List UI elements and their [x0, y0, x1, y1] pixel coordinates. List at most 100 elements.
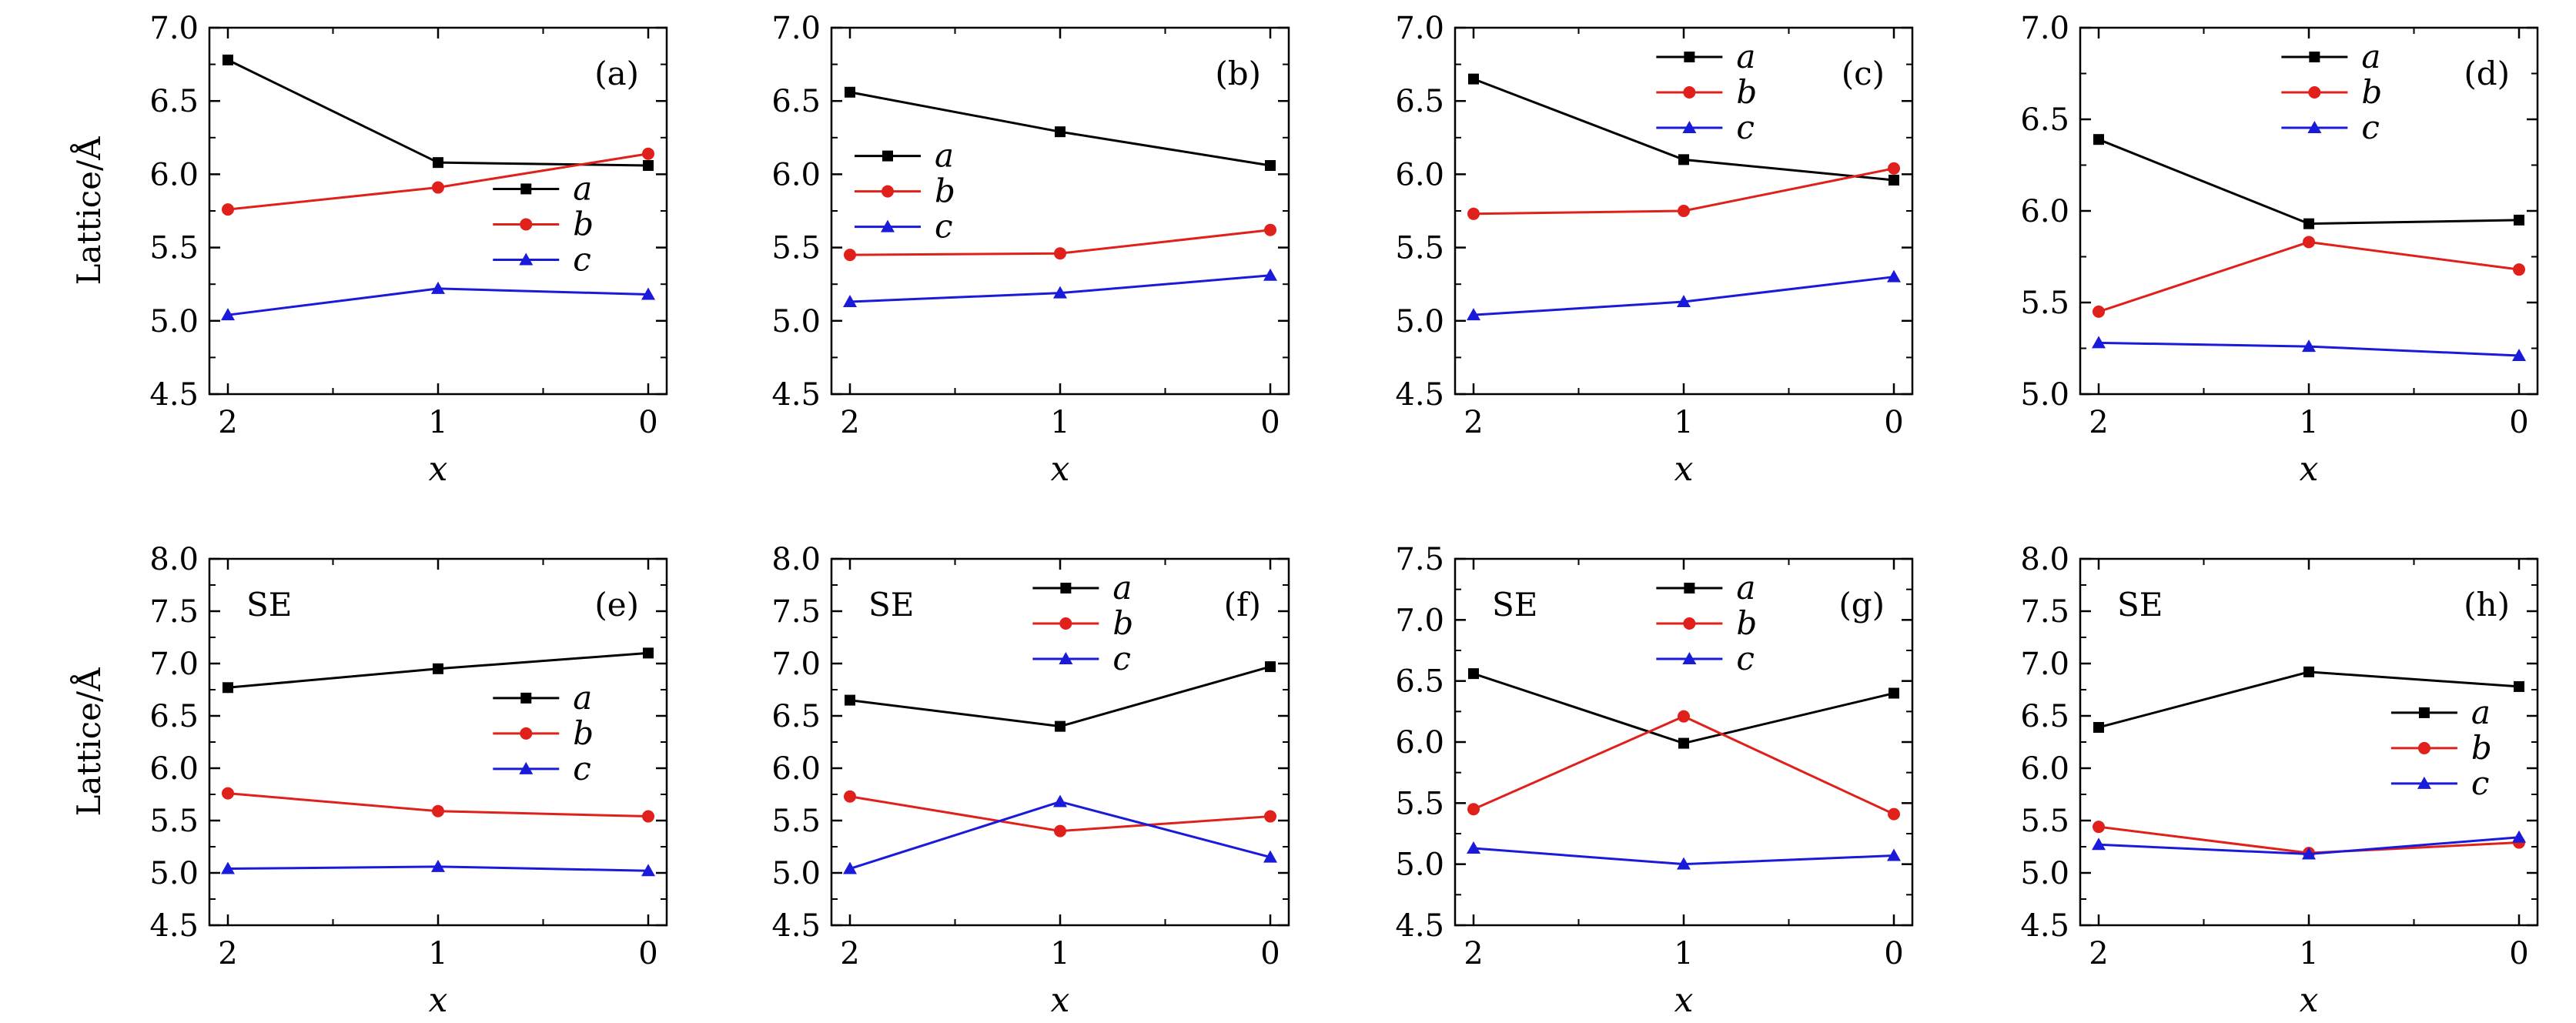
- panel-g: 4.5 5.0 5.5 6.0 6.5 7.0 7.5 2 1 0 x (g) SE abc: [1395, 542, 1914, 1020]
- marker-circle: [2417, 741, 2430, 754]
- y-tick-label: 6.0: [1395, 157, 1444, 192]
- x-axis-title: x: [1051, 450, 1070, 489]
- marker-square: [2309, 52, 2320, 62]
- legend-label-a: a: [1736, 38, 1755, 75]
- x-tick-label: 2: [840, 405, 859, 440]
- legend-label-c: c: [1112, 640, 1131, 677]
- marker-circle: [2513, 263, 2525, 276]
- marker-triangle: [843, 861, 857, 874]
- legend-label-c: c: [935, 208, 953, 246]
- legend: abc: [1656, 569, 1757, 677]
- marker-square: [2514, 680, 2524, 692]
- marker-circle: [844, 790, 856, 803]
- y-tick-label: 6.0: [2020, 194, 2069, 229]
- x-axis-title: x: [429, 450, 448, 489]
- marker-circle: [2093, 821, 2105, 834]
- marker-triangle: [2092, 336, 2106, 349]
- marker-triangle: [431, 859, 445, 872]
- panel-note: SE: [1492, 586, 1537, 623]
- marker-triangle: [431, 281, 445, 294]
- marker-square: [1060, 583, 1072, 593]
- y-axis-title: Lattice/Å: [69, 667, 108, 817]
- series-a: [222, 647, 654, 694]
- panel-label: (g): [1838, 586, 1885, 623]
- marker-circle: [432, 804, 444, 817]
- marker-triangle: [221, 861, 235, 874]
- marker-circle: [1888, 162, 1900, 175]
- x-tick-label: 2: [1464, 405, 1483, 440]
- y-tick-label: 5.5: [771, 231, 821, 266]
- x-tick-label: 2: [218, 405, 237, 440]
- series-c: [843, 794, 1277, 874]
- y-tick-label: 5.0: [771, 856, 821, 891]
- marker-triangle: [1677, 857, 1691, 870]
- legend-label-a: a: [573, 679, 592, 717]
- panel-note: SE: [868, 586, 914, 623]
- marker-square: [520, 183, 532, 195]
- y-tick-label: 6.0: [1395, 725, 1444, 761]
- legend: abc: [2281, 38, 2382, 146]
- marker-circle: [1683, 86, 1696, 99]
- series-line-a: [1473, 672, 1895, 745]
- legend-label-a: a: [2361, 38, 2380, 75]
- y-tick-label: 5.5: [2020, 286, 2069, 321]
- y-tick-label: 5.0: [1395, 847, 1444, 883]
- x-tick-label: 2: [2089, 936, 2108, 971]
- series-a: [1468, 73, 1899, 186]
- y-tick-label: 6.5: [2020, 699, 2069, 734]
- y-tick-label: 7.0: [2020, 11, 2069, 46]
- panel-label: (f): [1224, 586, 1261, 623]
- marker-triangle: [843, 295, 857, 308]
- x-tick-label: 0: [2509, 936, 2528, 971]
- y-tick-label: 4.5: [2020, 908, 2069, 944]
- marker-triangle: [1682, 121, 1697, 133]
- y-tick-label: 7.0: [771, 647, 821, 682]
- marker-circle: [844, 249, 856, 262]
- marker-triangle: [519, 761, 534, 774]
- series-line-a: [849, 665, 1271, 728]
- series-c: [843, 268, 1277, 308]
- y-tick-label: 6.5: [1395, 84, 1444, 119]
- marker-square: [1684, 583, 1695, 593]
- marker-triangle: [2512, 830, 2526, 843]
- legend-label-b: b: [573, 714, 594, 752]
- panel-h: 4.5 5.0 5.5 6.0 6.5 7.0 7.5 8.0 2 1 0 x (h) SE abc: [2020, 542, 2539, 1020]
- x-axis-title: x: [1674, 450, 1694, 489]
- marker-square: [1678, 154, 1689, 165]
- marker-circle: [1264, 810, 1276, 823]
- marker-circle: [1888, 807, 1900, 821]
- marker-square: [2093, 721, 2104, 733]
- marker-triangle: [2417, 776, 2431, 789]
- x-tick-label: 1: [2299, 405, 2318, 440]
- x-tick-label: 0: [1260, 936, 1280, 971]
- y-tick-label: 6.5: [2020, 102, 2069, 138]
- y-tick-label: 5.0: [2020, 856, 2069, 891]
- panel-label: (h): [2464, 586, 2510, 623]
- y-tick-label: 5.5: [1395, 786, 1444, 821]
- panel-label: (c): [1842, 55, 1885, 92]
- legend-label-c: c: [1736, 640, 1755, 677]
- legend: abc: [1656, 38, 1757, 146]
- x-axis-title: x: [1674, 981, 1694, 1020]
- marker-circle: [2308, 86, 2321, 99]
- marker-square: [222, 682, 233, 694]
- marker-square: [433, 663, 443, 674]
- panel-note: SE: [2117, 586, 2163, 623]
- legend-label-b: b: [2361, 73, 2382, 111]
- panel-c: 4.5 5.0 5.5 6.0 6.5 7.0 2 1 0 x (c) abc: [1395, 11, 1914, 489]
- x-axis-title: x: [429, 981, 448, 1020]
- legend-label-a: a: [1736, 569, 1755, 607]
- y-tick-label: 5.5: [149, 804, 199, 839]
- legend: abc: [493, 679, 594, 787]
- x-tick-label: 2: [2089, 405, 2108, 440]
- y-tick-label: 4.5: [1395, 377, 1444, 413]
- marker-circle: [1467, 207, 1480, 220]
- y-tick-label: 5.5: [1395, 231, 1444, 266]
- y-tick-label: 7.0: [2020, 647, 2069, 682]
- series-c: [1467, 841, 1901, 870]
- marker-triangle: [641, 864, 655, 877]
- marker-circle: [2303, 236, 2315, 249]
- series-a: [2093, 134, 2524, 229]
- panel-e: 4.5 5.0 5.5 6.0 6.5 7.0 7.5 8.0 2 1 0 x Lattice/Å (e)…: [69, 542, 668, 1020]
- y-tick-label: 6.0: [149, 751, 199, 787]
